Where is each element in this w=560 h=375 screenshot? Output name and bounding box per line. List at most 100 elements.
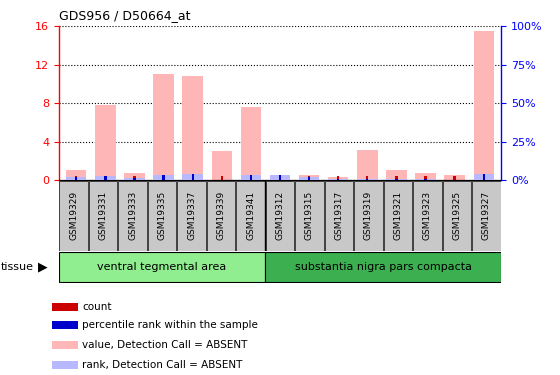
Bar (183, 174, 203, 180)
Bar (483, 176, 485, 180)
Bar (250, 176, 252, 180)
Bar (153, 74, 174, 180)
Bar (52, 361, 78, 369)
Bar (88, 181, 118, 250)
Bar (445, 175, 465, 180)
Bar (416, 173, 436, 180)
Bar (265, 252, 501, 282)
Bar (416, 179, 436, 180)
Bar (337, 179, 339, 180)
Bar (52, 303, 78, 311)
Bar (325, 181, 353, 250)
Bar (66, 170, 86, 180)
Bar (177, 181, 206, 250)
Bar (118, 181, 147, 250)
Bar (148, 181, 176, 250)
Text: percentile rank within the sample: percentile rank within the sample (82, 320, 258, 330)
Bar (442, 181, 472, 250)
Text: ▶: ▶ (38, 261, 47, 274)
Text: GSM19339: GSM19339 (217, 191, 226, 240)
Bar (270, 176, 290, 180)
Bar (75, 176, 77, 180)
Bar (75, 177, 77, 180)
Bar (366, 176, 368, 180)
Bar (265, 181, 295, 250)
Bar (413, 181, 442, 250)
Bar (124, 173, 144, 180)
Bar (104, 176, 106, 180)
Bar (241, 175, 261, 180)
Text: count: count (82, 302, 112, 312)
Bar (299, 175, 319, 180)
Bar (424, 179, 427, 180)
Text: ventral tegmental area: ventral tegmental area (97, 262, 227, 272)
Bar (59, 252, 265, 282)
Bar (395, 179, 398, 180)
Bar (162, 176, 165, 180)
Bar (52, 321, 78, 329)
Text: GSM19312: GSM19312 (276, 191, 284, 240)
Text: GSM19315: GSM19315 (305, 191, 314, 240)
Text: GSM19331: GSM19331 (99, 191, 108, 240)
Bar (192, 174, 194, 180)
Bar (357, 179, 377, 180)
Bar (95, 105, 115, 180)
Bar (95, 176, 115, 180)
Text: GSM19325: GSM19325 (452, 191, 461, 240)
Bar (424, 176, 427, 180)
Text: tissue: tissue (1, 262, 34, 272)
Text: GSM19319: GSM19319 (364, 191, 373, 240)
Text: GSM19327: GSM19327 (482, 191, 491, 240)
Bar (328, 177, 348, 180)
Bar (241, 107, 261, 180)
Text: GSM19337: GSM19337 (187, 191, 196, 240)
Bar (308, 176, 310, 180)
Bar (386, 170, 407, 180)
Bar (279, 176, 281, 180)
Bar (236, 181, 265, 250)
Bar (295, 181, 324, 250)
Bar (454, 176, 456, 180)
Bar (133, 176, 136, 180)
Bar (357, 150, 377, 180)
Bar (207, 181, 235, 250)
Bar (52, 340, 78, 349)
Bar (279, 175, 281, 180)
Bar (483, 174, 485, 180)
Bar (153, 175, 174, 180)
Text: GSM19341: GSM19341 (246, 191, 255, 240)
Text: rank, Detection Call = ABSENT: rank, Detection Call = ABSENT (82, 360, 243, 370)
Bar (474, 174, 494, 180)
Bar (59, 181, 88, 250)
Bar (192, 176, 194, 180)
Bar (384, 181, 412, 250)
Bar (474, 31, 494, 180)
Bar (337, 176, 339, 180)
Text: GSM19333: GSM19333 (128, 191, 137, 240)
Bar (133, 178, 136, 180)
Bar (472, 181, 501, 250)
Text: value, Detection Call = ABSENT: value, Detection Call = ABSENT (82, 340, 248, 350)
Bar (212, 151, 232, 180)
Bar (395, 176, 398, 180)
Bar (124, 178, 144, 180)
Bar (386, 179, 407, 180)
Bar (104, 176, 106, 180)
Text: GDS956 / D50664_at: GDS956 / D50664_at (59, 9, 190, 22)
Bar (299, 177, 319, 180)
Bar (308, 177, 310, 180)
Text: GSM19321: GSM19321 (394, 191, 403, 240)
Bar (162, 175, 165, 180)
Bar (328, 179, 348, 180)
Bar (66, 177, 86, 180)
Bar (366, 179, 368, 180)
Text: GSM19317: GSM19317 (334, 191, 343, 240)
Bar (354, 181, 383, 250)
Bar (250, 175, 252, 180)
Text: GSM19335: GSM19335 (157, 191, 166, 240)
Text: GSM19323: GSM19323 (423, 191, 432, 240)
Bar (183, 76, 203, 180)
Bar (270, 175, 290, 180)
Text: substantia nigra pars compacta: substantia nigra pars compacta (295, 262, 472, 272)
Text: GSM19329: GSM19329 (69, 191, 78, 240)
